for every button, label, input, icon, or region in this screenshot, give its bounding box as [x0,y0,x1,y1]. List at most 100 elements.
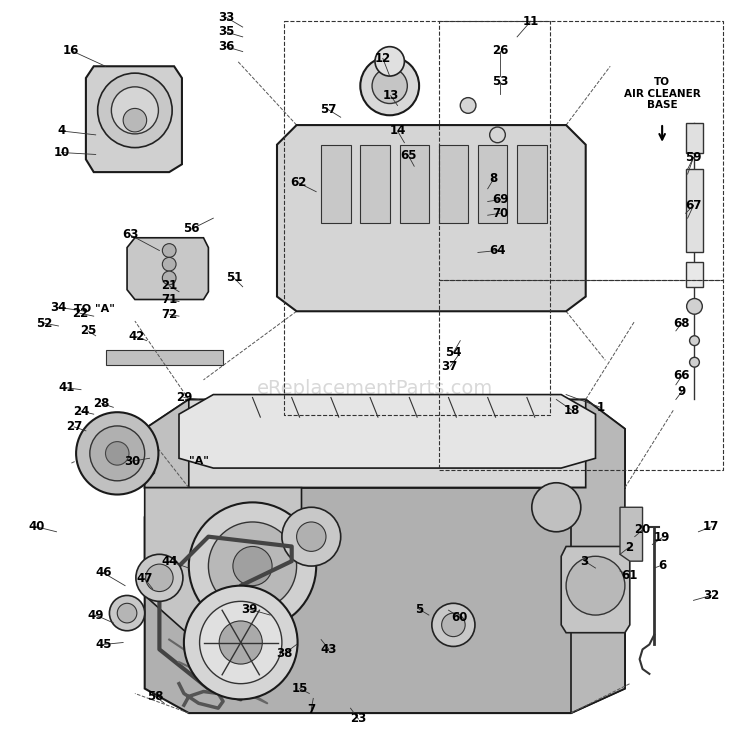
Text: 52: 52 [35,317,52,329]
Text: 2: 2 [625,541,633,554]
Text: 42: 42 [129,330,145,344]
Text: 57: 57 [320,103,336,116]
Circle shape [200,601,282,684]
Circle shape [689,357,700,367]
Circle shape [432,604,475,646]
Circle shape [460,98,476,114]
Text: 61: 61 [622,569,638,583]
Circle shape [689,335,700,346]
Text: 63: 63 [122,229,138,241]
Text: 19: 19 [654,531,670,544]
Text: 12: 12 [375,52,391,65]
Text: 9: 9 [677,385,686,398]
Text: 46: 46 [95,566,112,580]
Text: 68: 68 [674,317,690,329]
Polygon shape [81,429,154,478]
Text: 38: 38 [277,647,293,660]
Text: TO "A": TO "A" [74,304,115,314]
Circle shape [372,68,407,104]
Text: 67: 67 [686,199,702,212]
Polygon shape [620,507,643,561]
Text: 33: 33 [218,10,234,24]
Polygon shape [145,488,302,645]
Text: 18: 18 [564,403,580,417]
Text: 1: 1 [596,401,604,414]
Text: 60: 60 [451,610,467,624]
Circle shape [98,73,172,148]
Text: 37: 37 [441,359,458,373]
Circle shape [123,108,147,132]
Text: 51: 51 [226,271,242,285]
Text: 26: 26 [492,44,508,57]
Text: 64: 64 [489,244,506,257]
Text: TO
AIR CLEANER
BASE: TO AIR CLEANER BASE [624,77,701,111]
Text: 65: 65 [400,149,416,162]
Text: 54: 54 [446,346,462,359]
Polygon shape [686,123,703,152]
Circle shape [282,507,340,566]
Circle shape [136,554,183,601]
Text: 45: 45 [95,638,112,651]
Polygon shape [321,145,350,223]
Text: 22: 22 [72,307,88,320]
Text: 10: 10 [53,146,70,159]
Text: 39: 39 [242,603,258,616]
Circle shape [162,271,176,285]
Text: 25: 25 [80,324,96,338]
Text: eReplacementParts.com: eReplacementParts.com [256,379,494,397]
Text: 34: 34 [50,301,67,314]
Circle shape [490,127,506,143]
Text: 29: 29 [176,391,192,404]
Text: 36: 36 [217,40,234,53]
Text: 47: 47 [136,572,153,586]
Text: 32: 32 [703,589,719,602]
Polygon shape [686,262,703,287]
Polygon shape [86,66,182,172]
Polygon shape [106,350,223,365]
Text: 8: 8 [490,173,498,185]
Text: 27: 27 [66,421,82,433]
Circle shape [110,595,145,630]
Polygon shape [277,125,586,311]
Polygon shape [439,145,468,223]
Text: 17: 17 [703,521,719,533]
Text: 49: 49 [88,609,104,622]
Text: 7: 7 [308,703,315,716]
Text: 16: 16 [63,44,80,57]
Circle shape [184,586,298,699]
Text: 53: 53 [492,75,508,88]
Text: 14: 14 [389,125,406,137]
Polygon shape [360,145,390,223]
Text: 30: 30 [124,455,140,468]
Text: 5: 5 [415,603,423,616]
Text: 13: 13 [382,89,399,102]
Text: 62: 62 [290,176,307,190]
Polygon shape [561,547,630,633]
Text: 58: 58 [147,690,164,703]
Circle shape [532,483,580,532]
Text: 59: 59 [686,151,702,164]
Text: 15: 15 [291,682,308,695]
Text: 24: 24 [73,405,89,418]
Circle shape [117,604,136,623]
Circle shape [90,426,145,481]
Polygon shape [517,145,547,223]
Text: "A": "A" [189,456,209,466]
Polygon shape [478,145,507,223]
Text: 11: 11 [523,15,539,28]
Circle shape [209,522,296,610]
Text: 35: 35 [217,25,234,38]
Polygon shape [145,400,625,488]
Text: 70: 70 [492,207,508,220]
Circle shape [566,557,625,615]
Circle shape [296,522,326,551]
Text: 20: 20 [634,524,651,536]
Circle shape [687,299,702,314]
Text: 23: 23 [350,713,367,725]
Circle shape [233,547,272,586]
Text: 6: 6 [658,559,666,571]
Text: 72: 72 [161,308,177,320]
Text: 28: 28 [94,397,110,410]
Circle shape [76,412,158,495]
Circle shape [112,87,158,134]
